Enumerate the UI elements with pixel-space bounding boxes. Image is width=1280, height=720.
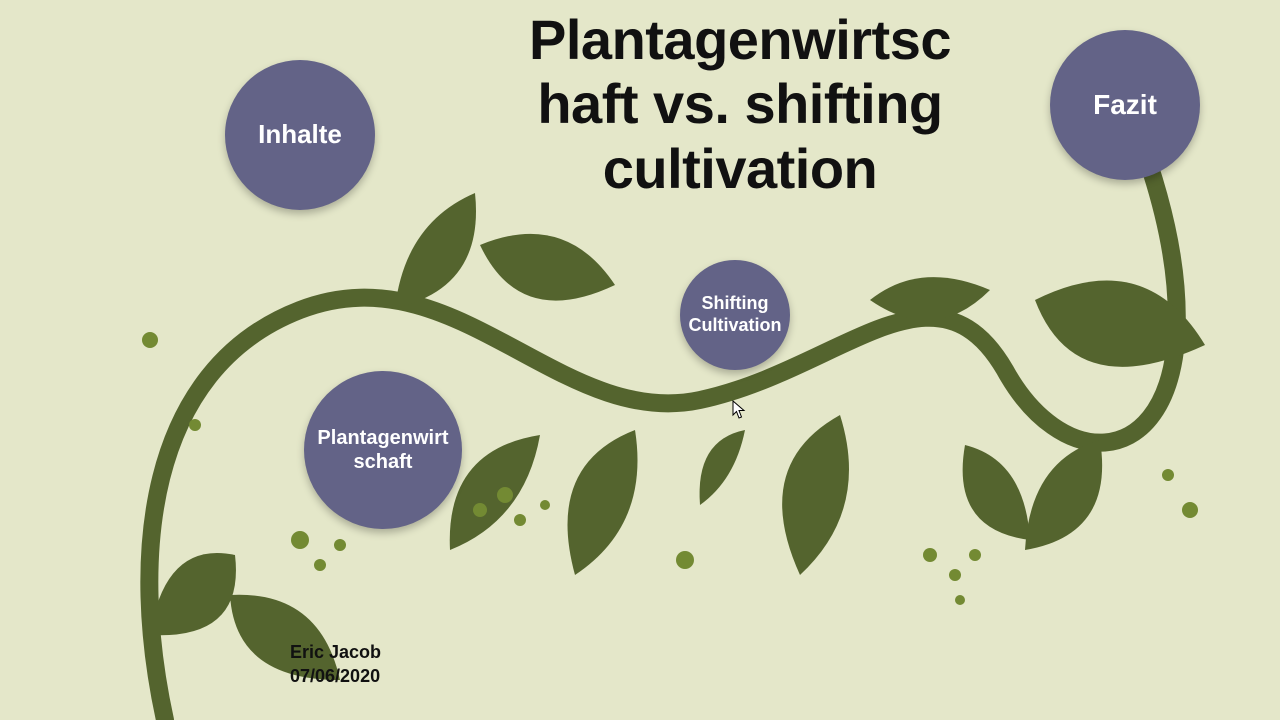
topic-node-fazit[interactable]: Fazit — [1050, 30, 1200, 180]
slide-title: Plantagenwirtsc haft vs. shifting cultiv… — [460, 8, 1020, 201]
topic-node-shifting[interactable]: Shifting Cultivation — [680, 260, 790, 370]
author-name: Eric Jacob — [290, 642, 381, 662]
slide-footer: Eric Jacob 07/06/2020 — [290, 640, 381, 689]
topic-node-inhalte[interactable]: Inhalte — [225, 60, 375, 210]
topic-node-plantagen[interactable]: Plantagenwirt schaft — [304, 371, 462, 529]
presentation-slide: Plantagenwirtsc haft vs. shifting cultiv… — [0, 0, 1280, 720]
slide-date: 07/06/2020 — [290, 666, 380, 686]
